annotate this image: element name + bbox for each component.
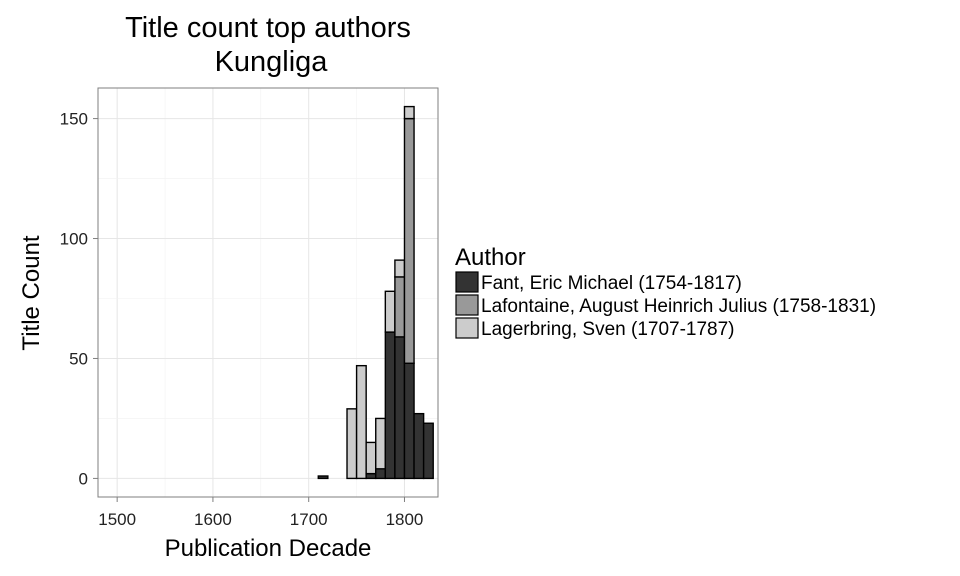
bar-segment-1780-series-0 bbox=[384, 331, 396, 480]
legend-label: Fant, Eric Michael (1754-1817) bbox=[481, 273, 742, 294]
legend: Author Fant, Eric Michael (1754-1817)Laf… bbox=[455, 244, 876, 340]
x-tick-label: 1500 bbox=[98, 510, 136, 529]
bar-segment-1750-series-2 bbox=[355, 364, 367, 480]
bar-segment-1790-series-1 bbox=[394, 276, 406, 338]
bar-segment-1710-series-0 bbox=[317, 475, 329, 480]
bar-segment-1820-series-0 bbox=[422, 422, 434, 480]
bar-segment-1740-series-2 bbox=[346, 408, 358, 480]
bars bbox=[317, 105, 434, 480]
y-tick-label: 100 bbox=[60, 230, 88, 249]
x-axis-ticks: 1500 1600 1700 1800 bbox=[98, 497, 423, 529]
y-tick-label: 50 bbox=[69, 349, 88, 368]
bar-segment-1770-series-2 bbox=[375, 417, 387, 470]
chart-title-line2: Kungliga bbox=[215, 46, 329, 78]
x-axis-title: Publication Decade bbox=[165, 535, 372, 562]
bar-segment-1800-series-2 bbox=[403, 105, 415, 120]
grid-lines bbox=[98, 88, 438, 497]
legend-swatch bbox=[455, 317, 479, 339]
bar-segment-1790-series-0 bbox=[394, 336, 406, 480]
y-axis-title: Title Count bbox=[18, 235, 45, 350]
x-tick-label: 1600 bbox=[194, 510, 232, 529]
legend-swatch bbox=[455, 271, 479, 293]
x-tick-label: 1700 bbox=[290, 510, 328, 529]
plot-panel-border bbox=[97, 87, 439, 498]
y-tick-label: 0 bbox=[79, 469, 88, 488]
legend-label: Lagerbring, Sven (1707-1787) bbox=[481, 319, 735, 340]
bar-segment-1800-series-1 bbox=[403, 117, 415, 364]
bar-segment-1790-series-2 bbox=[394, 259, 406, 278]
y-axis-ticks: 0 50 100 150 bbox=[60, 110, 98, 488]
bar-segment-1760-series-0 bbox=[365, 472, 377, 480]
chart-title-line1: Title count top authors bbox=[125, 12, 411, 44]
bar-segment-1810-series-0 bbox=[413, 412, 425, 480]
x-tick-label: 1800 bbox=[386, 510, 424, 529]
legend-label: Lafontaine, August Heinrich Julius (1758… bbox=[481, 296, 876, 317]
bar-segment-1800-series-0 bbox=[403, 362, 415, 480]
bar-segment-1760-series-2 bbox=[365, 441, 377, 475]
bar-segment-1770-series-0 bbox=[375, 468, 387, 480]
y-tick-label: 150 bbox=[60, 110, 88, 129]
legend-swatch bbox=[455, 294, 479, 316]
legend-title: Author bbox=[455, 244, 526, 271]
bar-segment-1780-series-2 bbox=[384, 290, 396, 333]
